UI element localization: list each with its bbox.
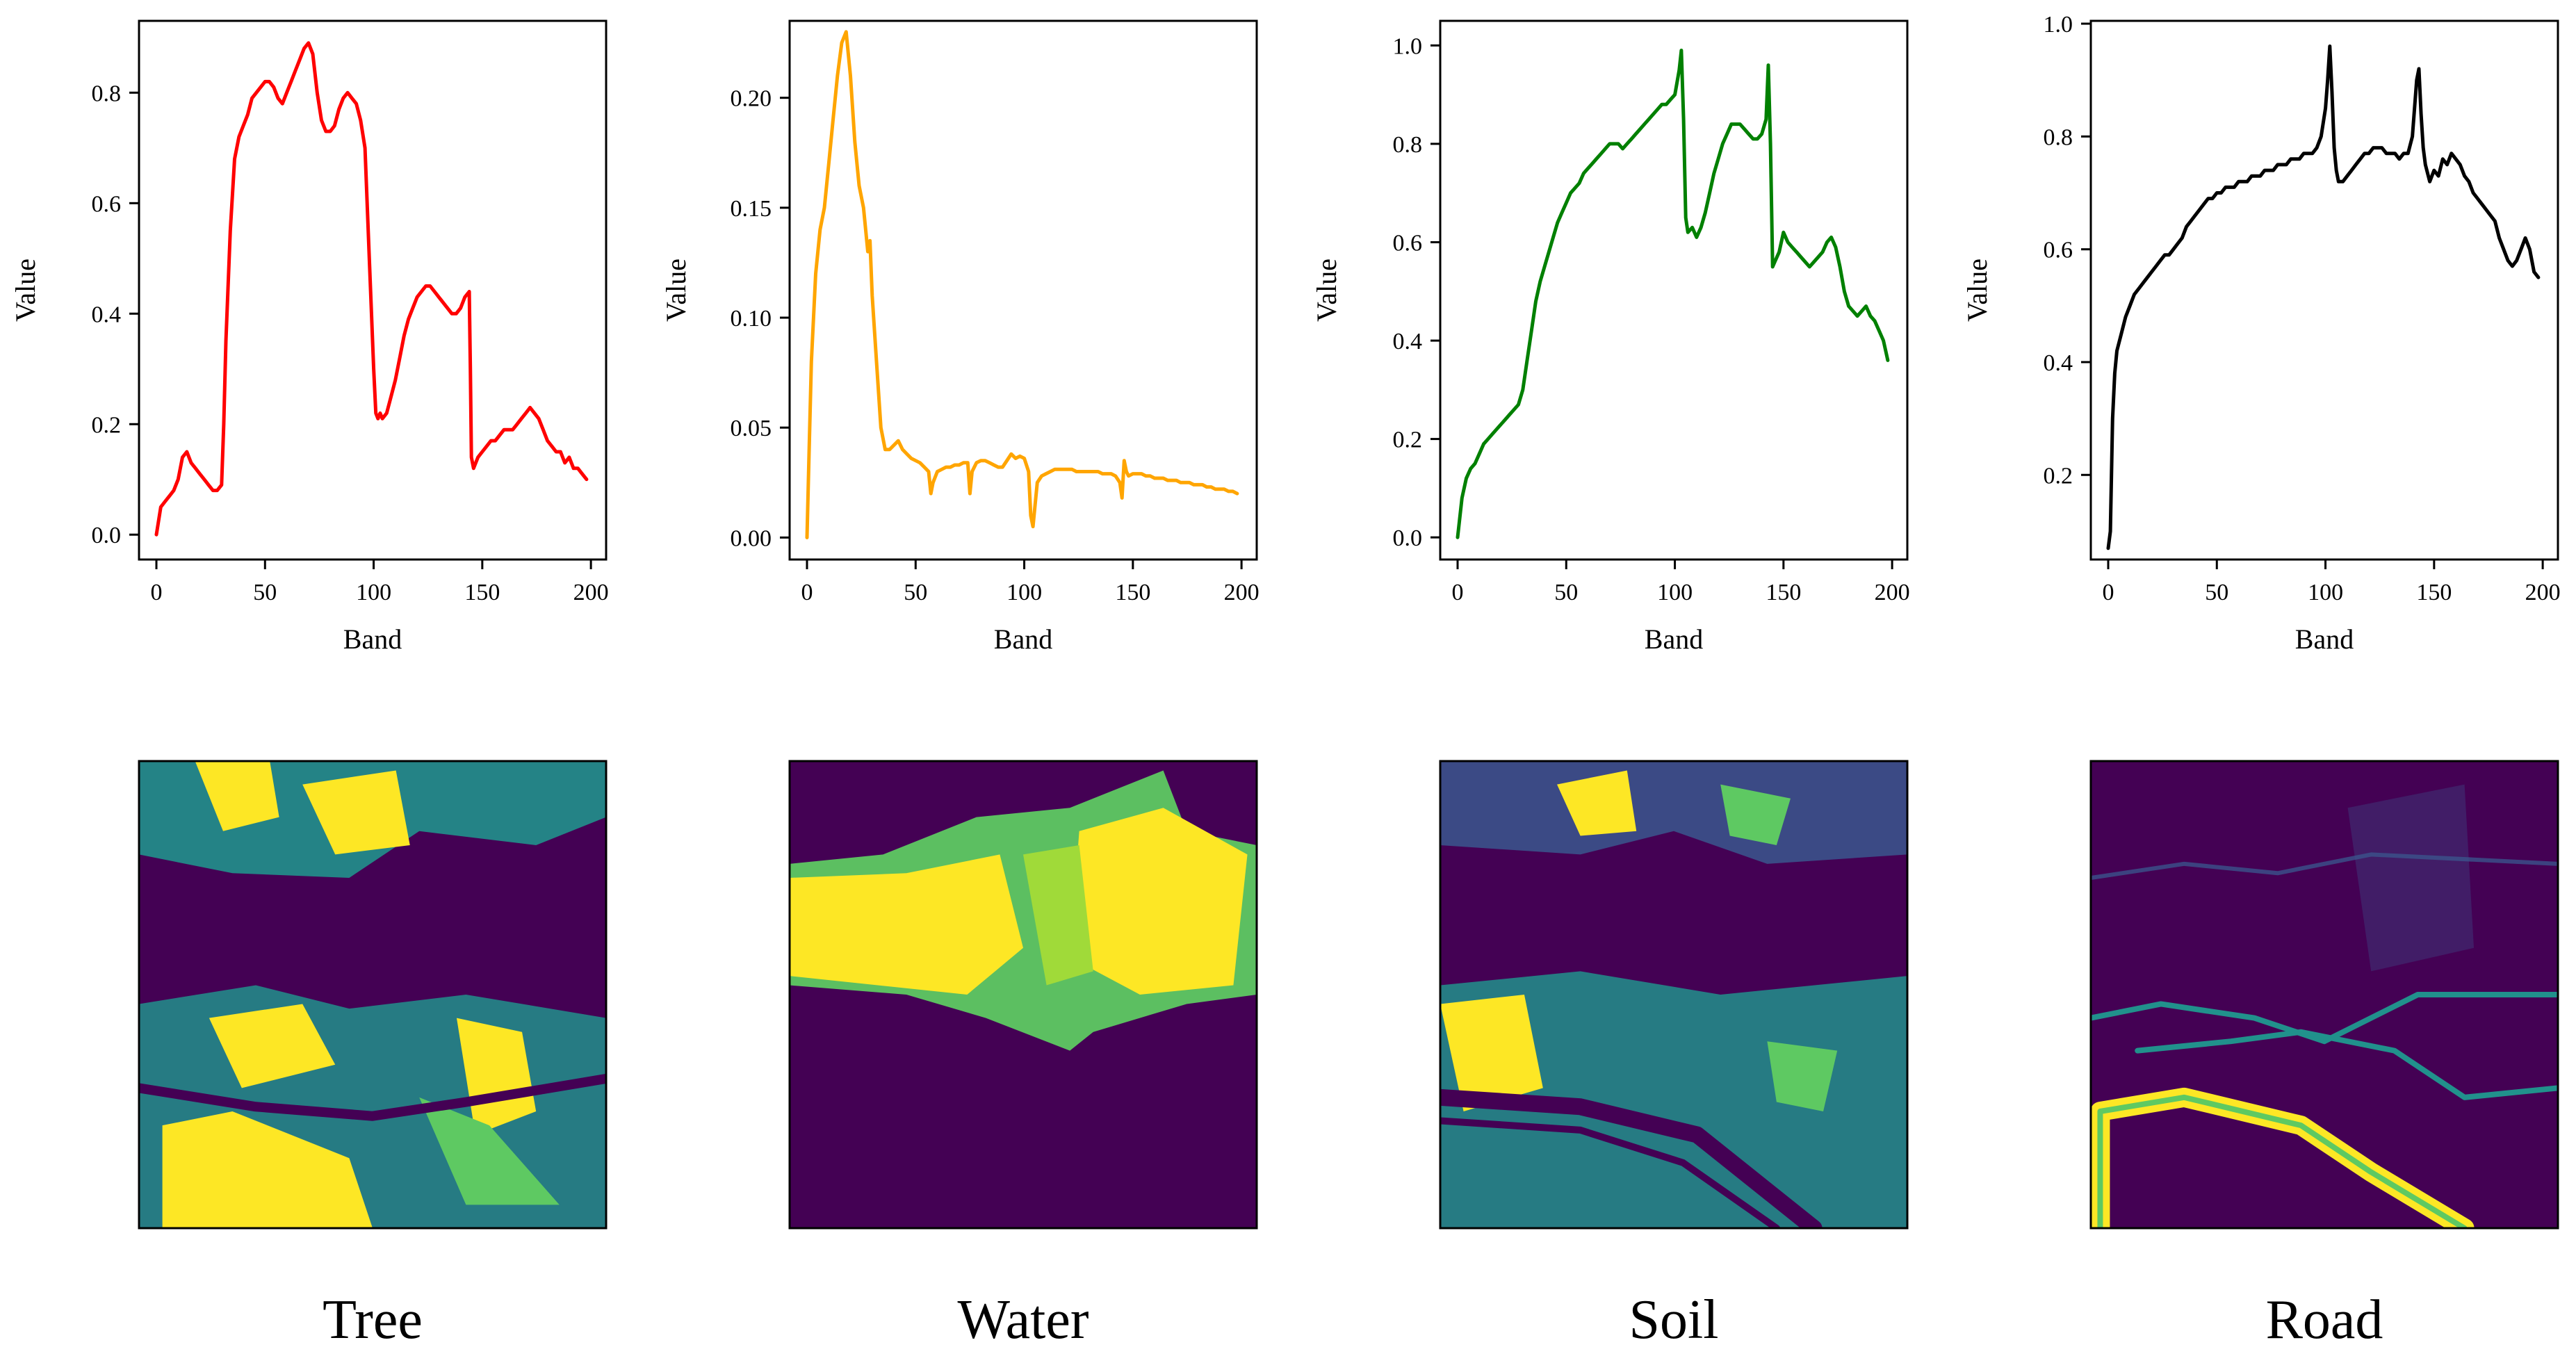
y-tick-label: 1.0 [1393, 33, 1423, 59]
chart-soil: 0 50 100 150 200 0.0 0.2 0.4 0.6 0.8 1.0 Band Value [1311, 19, 1910, 655]
y-tick-label: 0.20 [731, 86, 772, 112]
x-tick-label: 0 [1452, 580, 1464, 605]
caption-road: Road [2266, 1289, 2383, 1350]
chart-tree: 0 50 100 150 200 0.0 0.2 0.4 0.6 0.8 Band Value [10, 19, 609, 655]
x-tick-label: 200 [1875, 580, 1910, 605]
x-tick-label: 50 [2205, 580, 2228, 605]
y-axis-label: Value [1311, 259, 1342, 322]
x-axis-label: Band [1645, 623, 1703, 655]
x-tick-label: 100 [1657, 580, 1693, 605]
x-tick-label: 150 [1766, 580, 1801, 605]
chart-water: 0 50 100 150 200 0.00 0.05 0.10 0.15 0.20 Band Valu… [660, 19, 1260, 655]
y-tick-label: 0.0 [92, 523, 122, 548]
x-tick-label: 200 [2525, 580, 2561, 605]
x-tick-label: 200 [1224, 580, 1260, 605]
series-line-water [805, 30, 1239, 539]
map-frame [1439, 760, 1909, 1230]
y-tick-label: 0.4 [92, 302, 122, 327]
y-tick-label: 0.10 [731, 306, 772, 332]
y-tick-label: 0.0 [1393, 525, 1423, 551]
x-tick-label: 50 [253, 580, 277, 605]
x-tick-label: 150 [1115, 580, 1150, 605]
y-tick-label: 0.6 [2044, 238, 2073, 263]
y-tick-label: 0.8 [1393, 132, 1423, 158]
x-tick-label: 100 [2308, 580, 2343, 605]
series-line-road [2106, 44, 2541, 550]
abundance-map-soil [1439, 760, 1909, 1230]
caption-tree: Tree [323, 1289, 423, 1350]
y-tick-label: 0.15 [731, 196, 772, 222]
x-tick-label: 150 [464, 580, 500, 605]
y-tick-label: 0.2 [1393, 427, 1423, 453]
chart-road: 0 50 100 150 200 0.2 0.4 0.6 0.8 1.0 Band Value [1962, 12, 2561, 655]
x-axis-label: Band [343, 623, 402, 655]
y-tick-label: 0.05 [731, 416, 772, 441]
y-tick-label: 1.0 [2044, 12, 2073, 38]
map-frame [2089, 760, 2559, 1230]
abundance-map-road [2089, 760, 2559, 1230]
y-tick-label: 0.2 [2044, 463, 2073, 489]
y-axis-label: Value [10, 259, 41, 322]
plot-frame [138, 19, 608, 561]
x-tick-label: 0 [2103, 580, 2114, 605]
series-line-soil [1456, 49, 1890, 539]
x-tick-label: 100 [356, 580, 391, 605]
x-tick-label: 0 [801, 580, 813, 605]
y-tick-label: 0.00 [731, 525, 772, 551]
x-tick-label: 150 [2416, 580, 2452, 605]
x-tick-label: 50 [1554, 580, 1578, 605]
y-tick-label: 0.8 [2044, 124, 2073, 150]
x-tick-label: 50 [904, 580, 927, 605]
x-axis-label: Band [994, 623, 1052, 655]
abundance-map-tree [138, 760, 608, 1230]
plot-frame [1439, 19, 1909, 561]
x-axis-label: Band [2295, 623, 2354, 655]
caption-water: Water [958, 1289, 1089, 1350]
series-line-tree [154, 41, 589, 537]
x-tick-label: 100 [1006, 580, 1042, 605]
y-tick-label: 0.2 [92, 412, 122, 438]
map-frame [788, 760, 1258, 1230]
plot-frame [2089, 19, 2559, 561]
y-tick-label: 0.6 [1393, 230, 1423, 256]
map-frame [138, 760, 608, 1230]
abundance-map-water [788, 760, 1258, 1230]
x-tick-label: 200 [573, 580, 609, 605]
y-tick-label: 0.4 [1393, 329, 1423, 354]
y-tick-label: 0.8 [92, 81, 122, 106]
y-axis-label: Value [660, 259, 692, 322]
caption-soil: Soil [1629, 1289, 1719, 1350]
y-tick-label: 0.4 [2044, 350, 2073, 376]
y-tick-label: 0.6 [92, 191, 122, 217]
y-axis-label: Value [1962, 259, 1993, 322]
plot-frame [788, 19, 1258, 561]
x-tick-label: 0 [151, 580, 163, 605]
